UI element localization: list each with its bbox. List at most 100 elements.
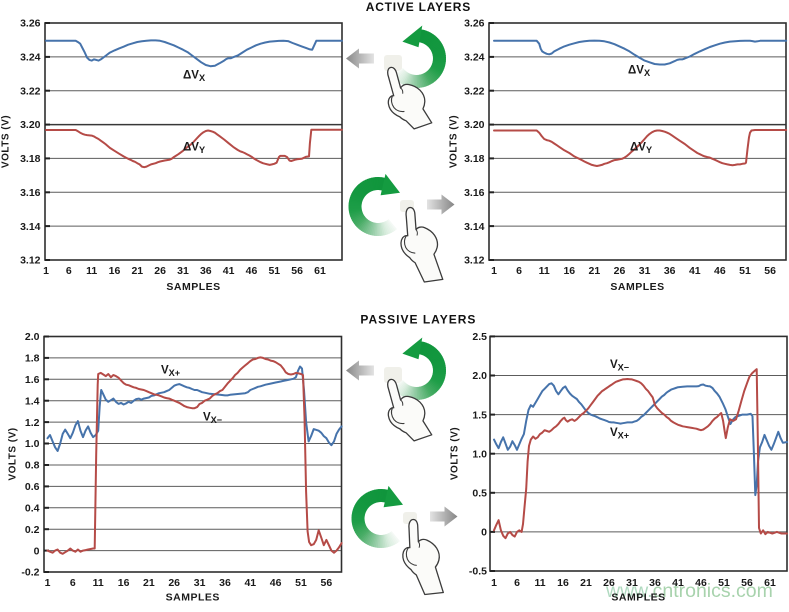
svg-text:1.4: 1.4 (25, 395, 40, 407)
svg-text:1.2: 1.2 (25, 417, 40, 429)
svg-text:16: 16 (118, 577, 130, 589)
svg-text:41: 41 (223, 265, 235, 277)
svg-text:36: 36 (200, 265, 212, 277)
svg-text:46: 46 (246, 265, 258, 277)
svg-text:36: 36 (649, 577, 661, 589)
svg-text:21: 21 (580, 577, 592, 589)
svg-text:46: 46 (695, 577, 707, 589)
svg-text:SAMPLES: SAMPLES (610, 281, 664, 293)
svg-text:31: 31 (626, 577, 638, 589)
svg-text:0.8: 0.8 (25, 460, 40, 472)
svg-text:0: 0 (34, 545, 40, 557)
svg-text:3.20: 3.20 (20, 119, 41, 131)
svg-text:16: 16 (557, 577, 569, 589)
svg-text:3.22: 3.22 (20, 85, 41, 97)
svg-text:VX−: VX− (203, 412, 222, 426)
svg-text:3.16: 3.16 (464, 187, 485, 199)
svg-text:51: 51 (718, 577, 730, 589)
svg-text:2.0: 2.0 (25, 331, 40, 343)
svg-text:3.12: 3.12 (464, 255, 485, 267)
svg-text:0.2: 0.2 (25, 524, 40, 536)
svg-text:46: 46 (270, 577, 282, 589)
svg-text:3.14: 3.14 (20, 221, 41, 233)
svg-text:16: 16 (109, 265, 121, 277)
svg-text:16: 16 (563, 265, 575, 277)
svg-text:3.22: 3.22 (464, 85, 485, 97)
svg-text:-0.5: -0.5 (469, 566, 487, 578)
svg-text:ΔVX: ΔVX (628, 65, 651, 79)
svg-text:6: 6 (516, 265, 522, 277)
svg-text:1: 1 (491, 265, 497, 277)
svg-text:51: 51 (739, 265, 751, 277)
svg-text:56: 56 (764, 265, 776, 277)
svg-text:1: 1 (491, 577, 497, 589)
svg-text:1.5: 1.5 (472, 409, 487, 421)
svg-text:1.0: 1.0 (472, 448, 487, 460)
svg-text:3.18: 3.18 (20, 153, 41, 165)
svg-text:26: 26 (603, 577, 615, 589)
svg-text:36: 36 (664, 265, 676, 277)
svg-text:56: 56 (741, 577, 753, 589)
svg-text:VOLTS (V): VOLTS (V) (8, 427, 19, 480)
svg-text:11: 11 (539, 265, 550, 277)
svg-text:3.18: 3.18 (464, 153, 485, 165)
svg-text:ΔVY: ΔVY (630, 142, 652, 156)
svg-text:0.4: 0.4 (25, 502, 40, 514)
svg-text:56: 56 (291, 265, 303, 277)
svg-text:VX+: VX+ (161, 365, 180, 379)
svg-text:3.24: 3.24 (464, 52, 485, 64)
svg-text:SAMPLES: SAMPLES (166, 592, 220, 604)
svg-text:VOLTS (V): VOLTS (V) (450, 427, 461, 480)
svg-text:SAMPLES: SAMPLES (166, 281, 220, 293)
svg-text:11: 11 (534, 577, 545, 589)
svg-text:1.6: 1.6 (25, 374, 40, 386)
svg-text:21: 21 (589, 265, 601, 277)
svg-text:2.5: 2.5 (472, 331, 487, 343)
svg-text:1: 1 (45, 577, 51, 589)
svg-text:51: 51 (295, 577, 307, 589)
svg-text:SAMPLES: SAMPLES (611, 592, 665, 604)
svg-text:2.0: 2.0 (472, 370, 487, 382)
svg-text:VOLTS (V): VOLTS (V) (1, 115, 12, 168)
svg-text:26: 26 (614, 265, 626, 277)
svg-text:VX−: VX− (610, 359, 629, 373)
svg-text:26: 26 (154, 265, 166, 277)
svg-text:6: 6 (514, 577, 520, 589)
svg-text:3.14: 3.14 (464, 221, 485, 233)
svg-text:-0.2: -0.2 (21, 567, 39, 579)
svg-text:VOLTS (V): VOLTS (V) (449, 115, 460, 168)
svg-text:1.8: 1.8 (25, 353, 40, 365)
svg-text:3.26: 3.26 (20, 18, 41, 30)
svg-text:VX+: VX+ (610, 427, 629, 441)
svg-text:21: 21 (143, 577, 155, 589)
svg-text:56: 56 (321, 577, 333, 589)
svg-text:PASSIVE LAYERS: PASSIVE LAYERS (360, 313, 476, 327)
svg-text:11: 11 (93, 577, 104, 589)
svg-text:ACTIVE LAYERS: ACTIVE LAYERS (366, 0, 471, 14)
svg-text:3.24: 3.24 (20, 52, 41, 64)
svg-text:0: 0 (481, 527, 487, 539)
svg-text:3.16: 3.16 (20, 187, 41, 199)
svg-text:0.5: 0.5 (472, 488, 487, 500)
svg-text:41: 41 (689, 265, 701, 277)
svg-text:3.26: 3.26 (464, 18, 485, 30)
svg-text:61: 61 (764, 577, 776, 589)
svg-text:ΔVY: ΔVY (183, 142, 205, 156)
svg-text:0.6: 0.6 (25, 481, 40, 493)
svg-text:1: 1 (43, 265, 49, 277)
svg-text:11: 11 (86, 265, 97, 277)
svg-text:31: 31 (639, 265, 651, 277)
svg-text:6: 6 (70, 577, 76, 589)
svg-text:41: 41 (244, 577, 256, 589)
svg-text:31: 31 (177, 265, 189, 277)
svg-text:41: 41 (672, 577, 684, 589)
svg-text:61: 61 (314, 265, 326, 277)
svg-text:36: 36 (219, 577, 231, 589)
svg-text:6: 6 (66, 265, 72, 277)
svg-text:46: 46 (714, 265, 726, 277)
svg-text:31: 31 (194, 577, 206, 589)
svg-text:3.20: 3.20 (464, 119, 485, 131)
svg-text:www.cntronics.com: www.cntronics.com (605, 580, 773, 602)
svg-text:ΔVX: ΔVX (183, 70, 206, 84)
svg-text:21: 21 (131, 265, 143, 277)
